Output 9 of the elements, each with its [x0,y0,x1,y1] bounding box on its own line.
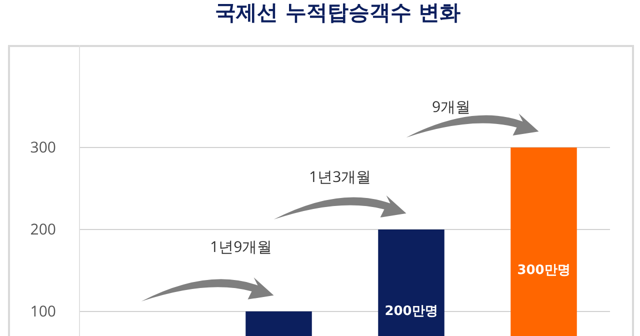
y-tick-label: 300 [30,138,56,158]
chart-title: 국제선 누적탑승객수 변화 [215,0,461,25]
annotation: 1년3개월 [309,167,372,187]
data-label: 200만명 [384,304,438,319]
y-tick-label: 200 [30,220,56,240]
y-tick-label: 100 [30,302,56,322]
annotation: 1년9개월 [210,237,272,257]
annotation: 9개월 [432,97,471,117]
data-label: 300만명 [517,262,570,278]
